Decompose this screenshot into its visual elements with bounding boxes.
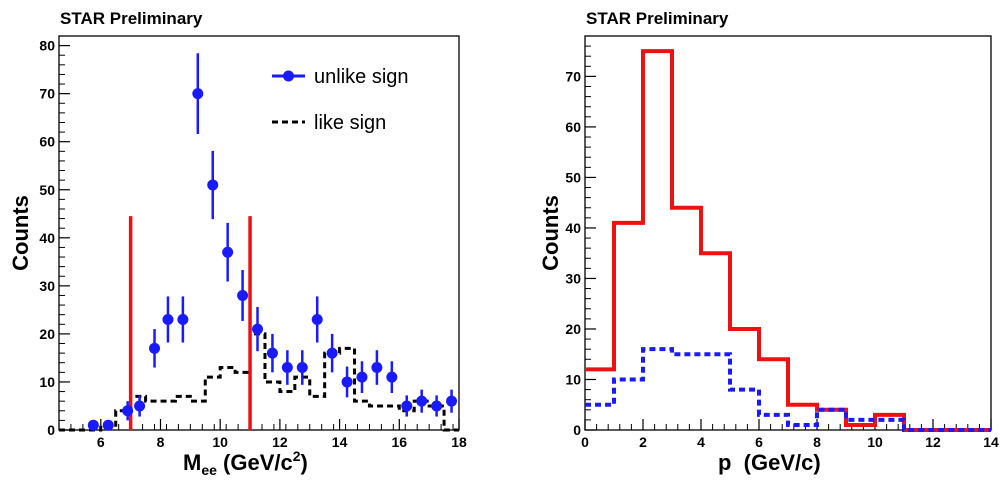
y-axis-label: Counts <box>8 195 33 271</box>
data-point <box>252 323 264 335</box>
red-histogram-line <box>585 49 991 432</box>
data-point <box>416 395 428 407</box>
y-tick-label: 30 <box>39 278 55 294</box>
y-tick-label: 10 <box>565 371 581 387</box>
y-tick-label: 50 <box>565 169 581 185</box>
data-point <box>177 313 189 325</box>
x-tick-label: 12 <box>272 434 288 450</box>
y-tick-label: 0 <box>47 422 55 438</box>
y-tick-label: 50 <box>39 182 55 198</box>
data-point <box>87 419 99 431</box>
x-tick-label: 0 <box>581 434 589 450</box>
x-tick-label: 6 <box>755 434 763 450</box>
data-point <box>102 419 114 431</box>
data-point <box>281 362 293 374</box>
data-point <box>311 313 323 325</box>
x-tick-label: 14 <box>983 434 999 450</box>
data-point <box>401 400 413 412</box>
data-point <box>149 342 161 354</box>
data-point <box>192 88 204 100</box>
y-tick-label: 0 <box>573 422 581 438</box>
data-point <box>207 179 219 191</box>
x-tick-label: 10 <box>867 434 883 450</box>
x-axis-label-superscript: 2 <box>293 448 301 464</box>
panel-label: STAR Preliminary <box>586 9 729 28</box>
axis-ticks: 0 2 4 6 8 10 12 14 0 10 20 30 40 50 60 70 <box>565 35 999 450</box>
mass-spectrum-panel: STAR Preliminary 6 8 10 12 14 16 18 0 10 20 30 40 50… <box>8 9 467 478</box>
data-point <box>134 400 146 412</box>
plot-frame <box>58 35 460 431</box>
legend-like-label: like sign <box>314 112 386 134</box>
x-tick-label: 8 <box>157 434 165 450</box>
legend: unlike sign like sign <box>272 66 409 134</box>
data-point <box>341 376 353 388</box>
y-tick-label: 60 <box>39 134 55 150</box>
x-axis-label-main: M <box>183 450 201 475</box>
mass-window-lines <box>128 216 252 430</box>
like-sign-histogram <box>59 332 459 432</box>
x-axis-label-main: p <box>718 450 731 475</box>
blue-histogram-line <box>585 347 991 432</box>
data-point <box>237 289 249 301</box>
data-point <box>162 313 174 325</box>
y-axis-label: Counts <box>538 195 563 271</box>
axis-ticks: 6 8 10 12 14 16 18 0 10 20 30 40 50 60 70 80 <box>39 35 467 450</box>
data-point <box>222 246 234 258</box>
x-axis-label-unit: (GeV/c) <box>731 450 820 475</box>
data-point <box>446 395 458 407</box>
x-axis-label-close: ) <box>301 450 308 475</box>
x-axis-label: p (GeV/c) <box>718 450 821 475</box>
x-tick-label: 6 <box>97 434 105 450</box>
x-axis-label: Mee (GeV/c2) <box>183 448 308 478</box>
x-tick-label: 18 <box>451 434 467 450</box>
data-point <box>122 405 134 417</box>
like-sign-step-line <box>59 332 459 432</box>
x-tick-label: 2 <box>639 434 647 450</box>
data-point <box>356 371 368 383</box>
x-axis-label-unit: (GeV/c <box>217 450 293 475</box>
data-point <box>371 362 383 374</box>
legend-unlike-marker <box>283 70 294 82</box>
y-tick-label: 10 <box>39 374 55 390</box>
y-tick-label: 70 <box>565 68 581 84</box>
x-tick-label: 14 <box>332 434 348 450</box>
y-tick-label: 20 <box>565 321 581 337</box>
y-tick-label: 40 <box>39 230 55 246</box>
unlike-sign-points <box>87 53 458 431</box>
x-tick-label: 12 <box>925 434 941 450</box>
x-axis-label-subscript: ee <box>201 462 217 478</box>
plot-frame <box>584 35 992 431</box>
y-tick-label: 20 <box>39 326 55 342</box>
data-point <box>326 347 338 359</box>
momentum-panel: STAR Preliminary 0 2 4 6 8 10 12 14 0 10 20 30 40 50 6… <box>538 9 999 475</box>
y-tick-label: 30 <box>565 270 581 286</box>
panel-label: STAR Preliminary <box>60 9 203 28</box>
x-tick-label: 8 <box>813 434 821 450</box>
y-tick-label: 80 <box>39 38 55 54</box>
data-point <box>431 400 443 412</box>
data-point <box>386 371 398 383</box>
x-tick-label: 4 <box>697 434 705 450</box>
data-point <box>296 362 308 374</box>
y-tick-label: 70 <box>39 86 55 102</box>
momentum-histograms <box>585 49 991 432</box>
y-tick-label: 60 <box>565 119 581 135</box>
data-point <box>266 347 278 359</box>
x-tick-label: 16 <box>392 434 408 450</box>
legend-unlike-label: unlike sign <box>314 66 409 88</box>
x-tick-label: 10 <box>212 434 228 450</box>
y-tick-label: 40 <box>565 220 581 236</box>
